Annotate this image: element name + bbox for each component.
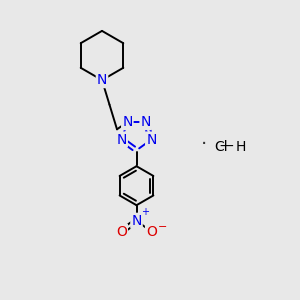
Text: N: N: [131, 214, 142, 228]
Text: H: H: [236, 140, 246, 154]
Text: N: N: [116, 133, 127, 146]
Text: O: O: [146, 225, 157, 238]
Text: N: N: [140, 115, 151, 129]
Text: −: −: [158, 222, 167, 232]
Text: ·: ·: [201, 134, 207, 154]
Text: N: N: [146, 133, 157, 146]
Text: N: N: [97, 73, 107, 87]
Text: Cl: Cl: [214, 140, 228, 154]
Text: —: —: [220, 140, 233, 154]
Text: +: +: [141, 207, 149, 218]
Text: N: N: [122, 115, 133, 129]
Text: O: O: [116, 225, 127, 238]
